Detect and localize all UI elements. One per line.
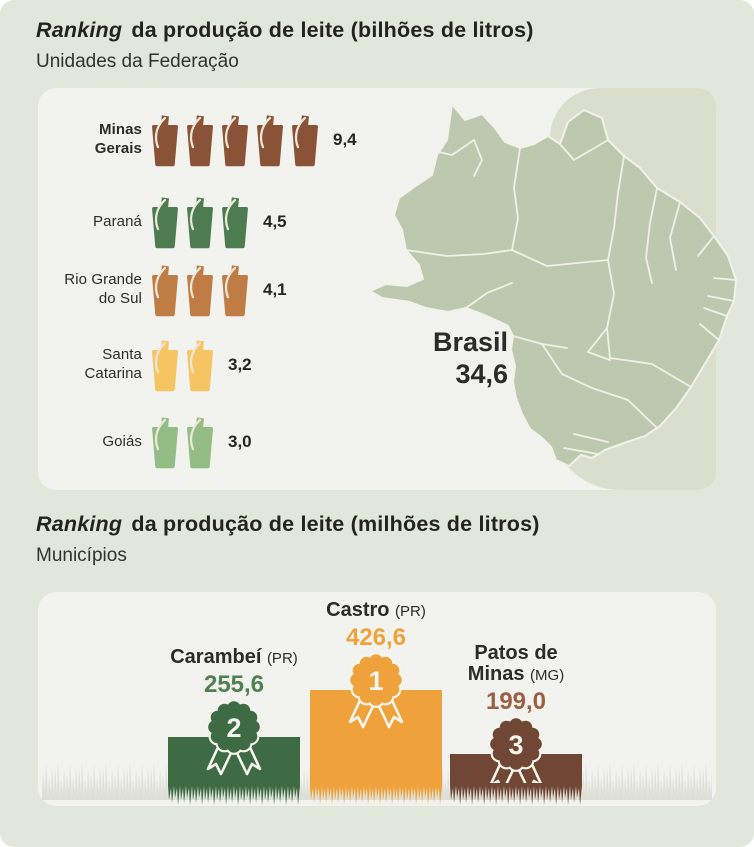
milk-bucket-icon [150, 415, 180, 469]
milk-bucket-icon [290, 113, 320, 167]
brasil-label: Brasil [432, 327, 508, 357]
cities-panel: Carambeí (PR) 255,6 2 Castro (PR) 426,6 [38, 592, 716, 806]
milk-bucket-icon [185, 415, 215, 469]
cities-section-title: Ranking da produção de leite (milhões de… [36, 512, 540, 537]
grass-fringe [450, 783, 582, 805]
podium-block-2nd: 2 [168, 737, 300, 805]
milk-bucket-icon [185, 338, 215, 392]
state-label: Minas Gerais [94, 121, 142, 157]
rank-2-rosette-icon: 2 [196, 701, 272, 776]
state-row-parana: Paraná 4,5 [38, 194, 287, 250]
svg-text:1: 1 [368, 666, 383, 696]
milk-bucket-icon [185, 113, 215, 167]
svg-text:2: 2 [226, 713, 241, 743]
podium-item-carambei: Carambeí (PR) 255,6 2 [168, 647, 300, 805]
title-italic-word: Ranking [36, 512, 123, 536]
bucket-icons [150, 113, 320, 167]
podium-item-patos-de-minas: Patos de Minas (MG) 199,0 3 [450, 642, 582, 805]
bucket-icons [150, 195, 250, 249]
milk-bucket-icon [150, 263, 180, 317]
state-label: Rio Grande do Sul [64, 271, 142, 307]
cities-section-subtitle: Municípios [36, 545, 127, 566]
state-value: 3,2 [228, 355, 252, 374]
state-value: 4,1 [263, 280, 287, 299]
state-abbrev: (MG) [530, 667, 565, 685]
bucket-icons [150, 338, 215, 392]
milk-bucket-icon [220, 195, 250, 249]
podium-block-1st: 1 [310, 690, 442, 805]
city-name: Castro (PR) [286, 600, 466, 622]
podium-block-3rd: 3 [450, 754, 582, 805]
rank-1-rosette-icon: 1 [338, 654, 414, 729]
states-section-subtitle: Unidades da Federação [36, 51, 239, 72]
svg-text:3: 3 [508, 730, 523, 760]
state-row-minas-gerais: Minas Gerais 9,4 [38, 112, 357, 168]
title-italic-word: Ranking [36, 18, 123, 42]
city-name-line2: Castro (PR) [326, 599, 426, 622]
title-rest: da produção de leite (bilhões de litros) [125, 18, 534, 42]
brazil-map [369, 103, 737, 467]
milk-bucket-icon [220, 263, 250, 317]
state-label: Paraná [93, 212, 142, 230]
grass-fringe [310, 783, 442, 805]
city-value: 426,6 [345, 624, 407, 651]
state-value: 4,5 [263, 212, 287, 231]
milk-bucket-icon [255, 113, 285, 167]
state-value: 3,0 [228, 432, 252, 451]
state-value: 9,4 [333, 130, 357, 149]
bucket-icons [150, 415, 215, 469]
state-row-rio-grande-do-sul: Rio Grande do Sul 4,1 [38, 262, 287, 318]
city-name: Carambeí (PR) [144, 647, 324, 669]
podium-item-castro: Castro (PR) 426,6 1 [310, 600, 442, 805]
city-value: 255,6 [203, 671, 265, 698]
brasil-value: 34,6 [455, 358, 508, 389]
state-row-santa-catarina: Santa Catarina 3,2 [38, 337, 252, 393]
state-row-goias: Goiás 3,0 [38, 414, 252, 470]
state-label: Goiás [102, 432, 142, 450]
milk-bucket-icon [220, 113, 250, 167]
states-section-title: Ranking da produção de leite (bilhões de… [36, 18, 534, 43]
milk-bucket-icon [185, 195, 215, 249]
milk-bucket-icon [150, 195, 180, 249]
title-rest: da produção de leite (milhões de litros) [125, 512, 540, 536]
city-value: 199,0 [485, 688, 547, 715]
milk-bucket-icon [150, 338, 180, 392]
city-name: Patos de Minas (MG) [426, 641, 606, 686]
milk-bucket-icon [185, 263, 215, 317]
city-name-line2: Carambeí (PR) [170, 646, 298, 669]
brasil-total: Brasil 34,6 [388, 327, 508, 390]
state-abbrev: (PR) [266, 650, 298, 668]
city-name-line1: Patos de [474, 641, 558, 664]
city-name-line2: Minas (MG) [467, 663, 565, 686]
bucket-icons [150, 263, 250, 317]
grass-fringe [168, 783, 300, 805]
state-abbrev: (PR) [395, 603, 426, 621]
milk-bucket-icon [150, 113, 180, 167]
state-label: Santa Catarina [84, 346, 142, 382]
